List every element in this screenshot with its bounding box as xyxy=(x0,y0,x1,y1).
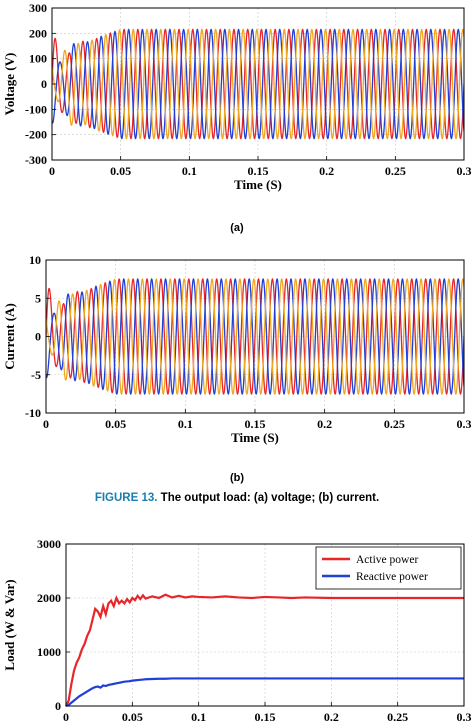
phase-line-3 xyxy=(46,278,464,395)
current-chart: 0 0.05 0.1 0.15 0.2 0.25 0.3 -10 -5 0 5 10 Time (S) C… xyxy=(2,253,472,445)
y-tick-label: 3000 xyxy=(37,537,61,551)
phase-line-1 xyxy=(52,28,464,140)
y-tick-label: 300 xyxy=(29,1,47,15)
y-tick-label: -100 xyxy=(25,102,47,116)
x-tick-label: 0.2 xyxy=(319,164,334,178)
voltage-chart: 0 0.05 0.1 0.15 0.2 0.25 0.3 -300 -200 -100 0 100 20… xyxy=(2,1,472,192)
y-tick-label: 10 xyxy=(29,253,41,267)
x-tick-label: 0.15 xyxy=(248,164,269,178)
legend-box xyxy=(315,546,462,590)
phase-line-1 xyxy=(46,278,464,395)
power-line-2 xyxy=(65,677,464,708)
panel-b-label: (b) xyxy=(229,472,245,484)
x-tick-label: 0.3 xyxy=(457,417,472,431)
x-axis-label: Time (S) xyxy=(231,430,279,445)
series-group xyxy=(52,28,464,140)
load-power-chart: 0 0.05 0.1 0.15 0.2 0.25 0.3 0 1000 2000 3000 Time … xyxy=(2,537,472,726)
x-tick-label: 0.15 xyxy=(255,710,276,724)
y-tick-label: -300 xyxy=(25,153,47,167)
x-tick-label: 0.3 xyxy=(457,164,472,178)
x-tick-label: 0.25 xyxy=(384,417,405,431)
x-tick-label: 0.25 xyxy=(387,710,408,724)
y-tick-label: 200 xyxy=(29,26,47,40)
panel-a-label: (a) xyxy=(230,222,244,234)
legend-label: Active power xyxy=(356,554,418,566)
x-tick-label: 0.1 xyxy=(182,164,197,178)
power-line-1 xyxy=(65,593,464,707)
x-tick-label: 0.2 xyxy=(324,710,339,724)
x-tick-label: 0 xyxy=(43,417,49,431)
x-tick-label: 0.15 xyxy=(245,417,266,431)
figure-caption: FIGURE 13. The output load: (a) voltage;… xyxy=(0,492,474,504)
y-tick-label: 0 xyxy=(35,330,41,344)
x-tick-label: 0.05 xyxy=(110,164,131,178)
phase-line-2 xyxy=(46,278,464,395)
series-group xyxy=(46,278,464,395)
legend-label: Reactive power xyxy=(356,571,428,583)
phase-line-3 xyxy=(52,28,464,140)
y-tick-label: 0 xyxy=(55,699,61,713)
x-tick-label: 0.05 xyxy=(122,710,143,724)
y-tick-label: -5 xyxy=(31,368,41,382)
y-tick-label: 2000 xyxy=(37,591,61,605)
y-axis-label: Voltage (V) xyxy=(2,53,17,116)
x-tick-label: 0 xyxy=(63,710,69,724)
x-tick-label: 0.25 xyxy=(385,164,406,178)
legend: Active power Reactive power xyxy=(315,546,462,590)
y-axis-label: Load (W & Var) xyxy=(2,579,17,670)
y-tick-label: 1000 xyxy=(37,645,61,659)
x-tick-label: 0.3 xyxy=(457,710,472,724)
figure-caption-text: The output load: (a) voltage; (b) curren… xyxy=(160,492,380,504)
x-tick-label: 0.1 xyxy=(178,417,193,431)
x-tick-label: 0.05 xyxy=(105,417,126,431)
x-tick-label: 0.2 xyxy=(317,417,332,431)
y-tick-label: -10 xyxy=(25,406,41,420)
y-axis-label: Current (A) xyxy=(2,303,17,370)
x-axis-label: Time (S) xyxy=(234,177,282,192)
figure-label: FIGURE 13. xyxy=(94,492,158,504)
y-tick-label: 100 xyxy=(29,52,47,66)
y-tick-label: 0 xyxy=(41,77,47,91)
x-tick-label: 0.1 xyxy=(191,710,206,724)
phase-line-2 xyxy=(52,28,464,140)
x-tick-label: 0 xyxy=(49,164,55,178)
x-axis-label: Time (S) xyxy=(241,723,289,726)
y-tick-label: -200 xyxy=(25,128,47,142)
y-tick-label: 5 xyxy=(35,291,41,305)
